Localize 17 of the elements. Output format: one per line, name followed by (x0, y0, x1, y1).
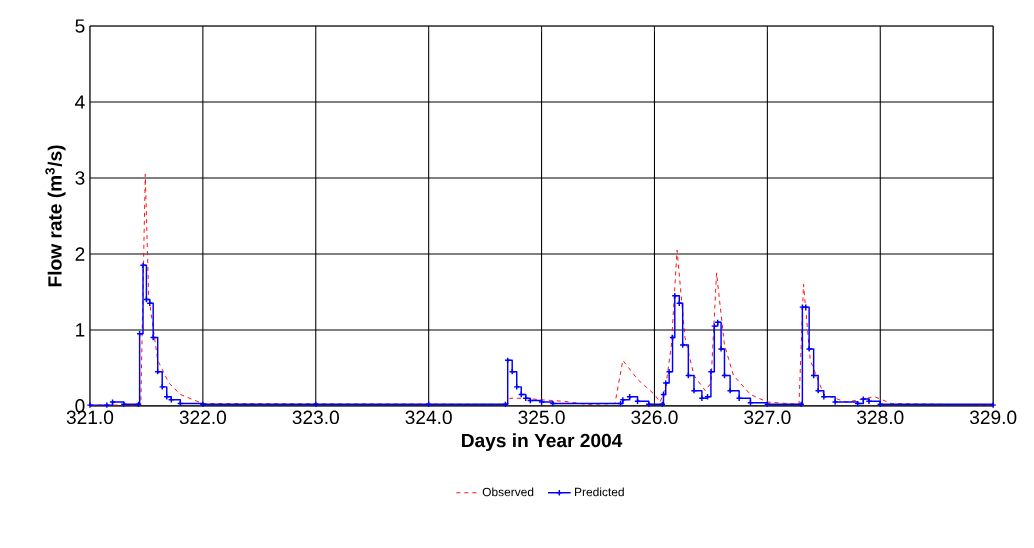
y-tick-label: 5 (75, 19, 85, 33)
legend-label: Predicted (575, 487, 624, 497)
x-tick-label: 326.0 (631, 410, 678, 425)
x-tick-label: 325.0 (518, 410, 565, 425)
x-tick-label: 329.0 (969, 410, 1017, 425)
x-tick-label: 324.0 (405, 410, 452, 425)
x-tick-label: 322.0 (179, 410, 227, 425)
y-tick-label: 1 (76, 323, 85, 337)
y-tick-label: 4 (75, 95, 85, 109)
y-tick-label: 3 (75, 171, 85, 185)
legend-label: Observed (482, 487, 534, 497)
x-tick-label: 323.0 (292, 410, 339, 425)
x-axis-title: Days in Year 2004 (462, 433, 623, 452)
x-tick-label: 327.0 (744, 410, 791, 425)
x-tick-label: 328.0 (857, 410, 904, 425)
y-tick-label: 2 (75, 247, 85, 261)
y-axis-title: Flow rate (m$^{3}$/s) (45, 145, 66, 287)
